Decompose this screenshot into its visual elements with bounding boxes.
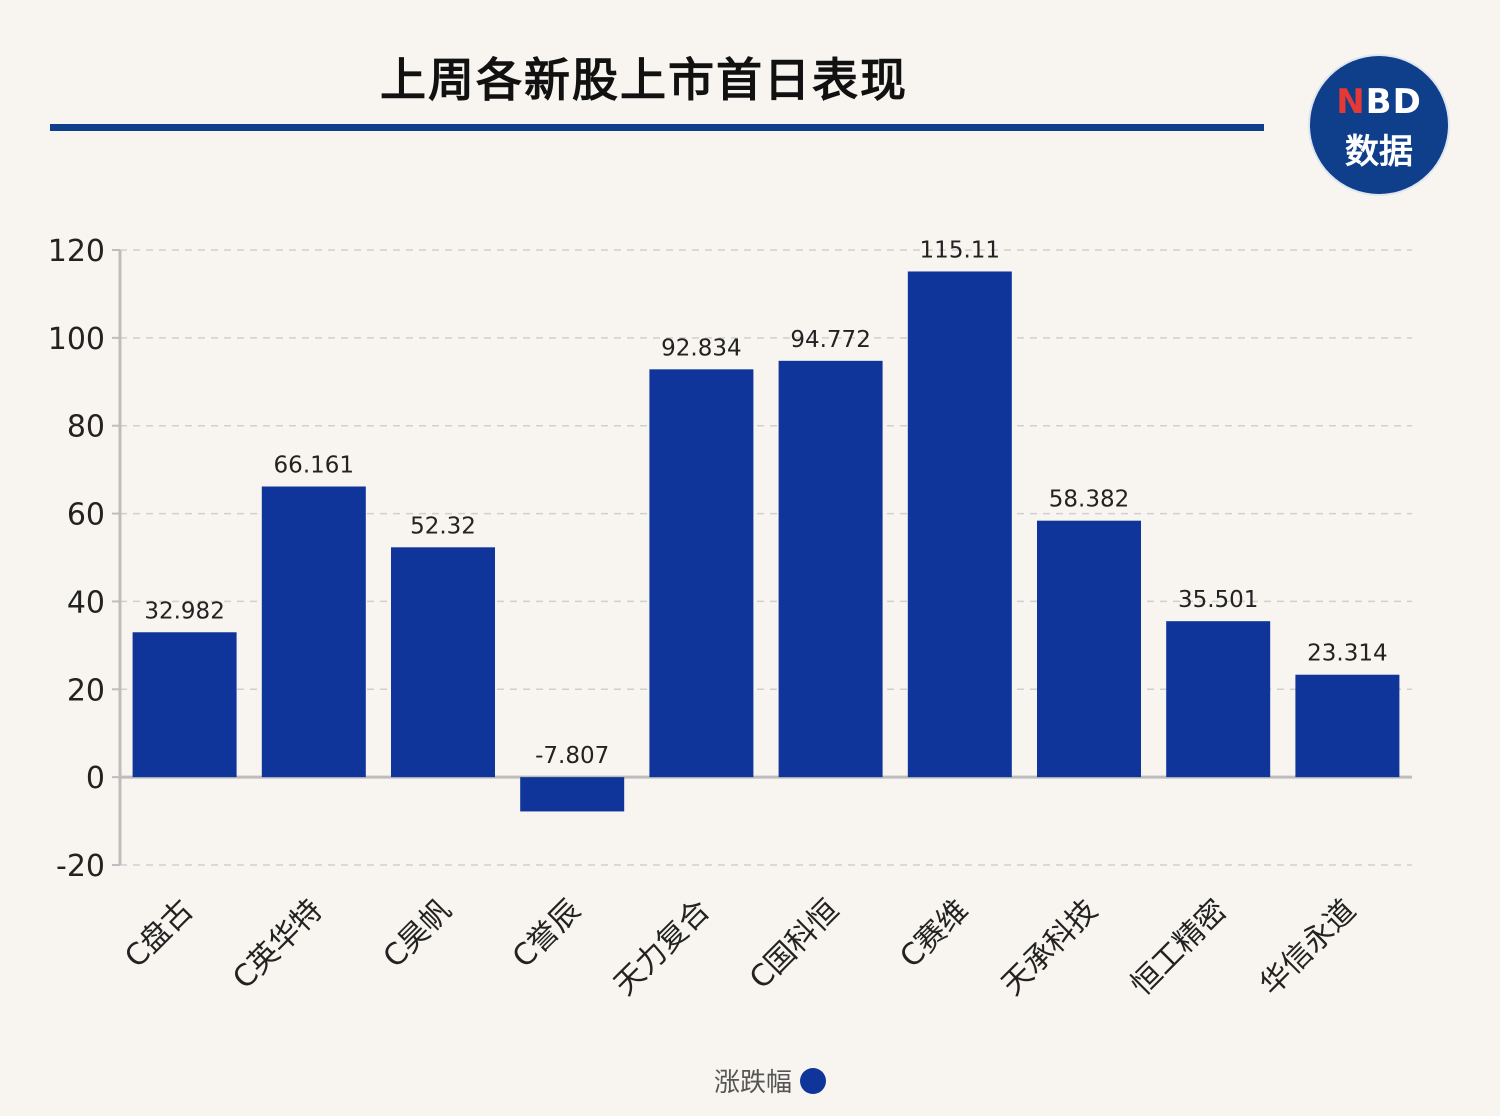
bar-value-label: 115.11	[920, 237, 1000, 263]
category-label: 天力复合	[607, 893, 717, 1003]
y-tick-label: -20	[56, 849, 105, 884]
bar	[520, 777, 625, 812]
bar-value-label: 52.32	[410, 513, 476, 539]
legend-label: 涨跌幅	[714, 1068, 793, 1098]
bar-value-labels: 32.982 66.161 52.32 -7.807 92.834 94.772 115.1…	[144, 237, 1387, 769]
bar	[1166, 621, 1271, 778]
bar-value-label: 35.501	[1178, 587, 1258, 613]
category-labels: C盘古 C英华特 C昊帆 C誉辰 天力复合 C国科恒 C赛维 天承科技 恒工精密 华信永道	[118, 893, 1363, 1003]
legend: 涨跌幅	[714, 1062, 827, 1099]
y-tick-label: 80	[67, 410, 105, 445]
y-tick-labels: -20 0 20 40 60 80 100 120	[48, 234, 105, 884]
bar	[778, 360, 883, 778]
category-label: 华信永道	[1253, 893, 1363, 1003]
bar-value-label: 92.834	[661, 335, 741, 361]
category-label: C誉辰	[506, 893, 588, 975]
category-label: 恒工精密	[1124, 893, 1234, 1003]
bar	[1037, 520, 1141, 778]
chart-title: 上周各新股上市首日表现	[380, 53, 908, 107]
y-tick-label: 40	[67, 585, 105, 620]
bar	[261, 486, 366, 778]
bar-value-label: 58.382	[1049, 487, 1129, 513]
y-tick-label: 60	[67, 498, 105, 533]
category-label: C国科恒	[743, 893, 846, 996]
y-tick-label: 120	[48, 234, 105, 269]
logo-letter-n: N	[1336, 82, 1366, 122]
logo-letters-bd: BD	[1365, 82, 1422, 122]
bars	[132, 271, 1400, 812]
bar	[907, 271, 1012, 778]
bar-value-label: 23.314	[1307, 641, 1387, 667]
bar	[132, 632, 237, 778]
y-tick-label: 0	[86, 761, 105, 796]
title-underline	[50, 124, 1264, 131]
bar	[391, 547, 495, 778]
y-tick-label: 20	[67, 673, 105, 708]
logo-text-nbd: NBD	[1310, 82, 1448, 122]
bar	[1295, 674, 1400, 778]
category-label: C昊帆	[377, 893, 459, 975]
bar-value-label: 94.772	[790, 327, 870, 353]
bar-value-label: -7.807	[535, 743, 609, 769]
category-label: C英华特	[226, 893, 329, 996]
category-label: C盘古	[118, 893, 200, 975]
bar-value-label: 66.161	[274, 453, 354, 479]
nbd-data-logo: NBD 数据	[1310, 56, 1448, 194]
category-label: C赛维	[893, 893, 975, 975]
y-tick-label: 100	[48, 322, 105, 357]
bar	[649, 369, 754, 778]
category-label: 天承科技	[995, 893, 1105, 1003]
logo-text-data: 数据	[1345, 132, 1413, 172]
bar-value-label: 32.982	[144, 598, 224, 624]
legend-swatch	[800, 1067, 827, 1094]
